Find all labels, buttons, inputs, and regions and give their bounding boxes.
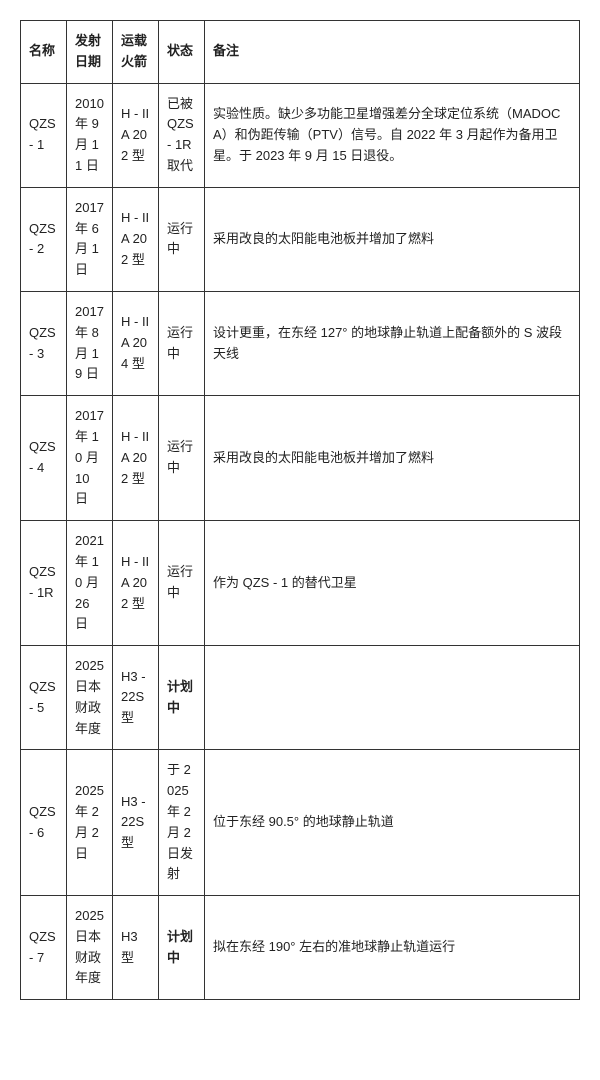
satellite-table: 名称 发射日期 运载火箭 状态 备注 QZS - 12010 年 9 月 11 … (20, 20, 580, 1000)
cell-name: QZS - 7 (21, 896, 67, 1000)
cell-rocket: H - IIA 202 型 (113, 187, 159, 291)
cell-date: 2025 日本财政年度 (67, 896, 113, 1000)
cell-status: 于 2025 年 2 月 2 日发射 (159, 750, 205, 896)
table-row: QZS - 12010 年 9 月 11 日H - IIA 202 型已被 QZ… (21, 83, 580, 187)
cell-date: 2025 日本财政年度 (67, 646, 113, 750)
cell-remark: 采用改良的太阳能电池板并增加了燃料 (205, 187, 580, 291)
col-header-status: 状态 (159, 21, 205, 84)
cell-name: QZS - 4 (21, 396, 67, 521)
cell-status: 已被 QZS - 1R 取代 (159, 83, 205, 187)
col-header-rocket: 运载火箭 (113, 21, 159, 84)
cell-remark: 拟在东经 190° 左右的准地球静止轨道运行 (205, 896, 580, 1000)
cell-date: 2010 年 9 月 11 日 (67, 83, 113, 187)
table-row: QZS - 32017 年 8 月 19 日H - IIA 204 型运行中设计… (21, 291, 580, 395)
cell-date: 2017 年 6 月 1 日 (67, 187, 113, 291)
table-body: QZS - 12010 年 9 月 11 日H - IIA 202 型已被 QZ… (21, 83, 580, 1000)
cell-status: 运行中 (159, 521, 205, 646)
cell-date: 2021 年 10 月 26 日 (67, 521, 113, 646)
cell-date: 2017 年 10 月 10 日 (67, 396, 113, 521)
cell-name: QZS - 1R (21, 521, 67, 646)
cell-name: QZS - 6 (21, 750, 67, 896)
table-row: QZS - 52025 日本财政年度H3 - 22S 型计划中 (21, 646, 580, 750)
cell-remark: 设计更重，在东经 127° 的地球静止轨道上配备额外的 S 波段天线 (205, 291, 580, 395)
cell-rocket: H3 型 (113, 896, 159, 1000)
cell-status: 运行中 (159, 187, 205, 291)
cell-name: QZS - 2 (21, 187, 67, 291)
cell-rocket: H - IIA 202 型 (113, 521, 159, 646)
cell-date: 2017 年 8 月 19 日 (67, 291, 113, 395)
table-row: QZS - 22017 年 6 月 1 日H - IIA 202 型运行中采用改… (21, 187, 580, 291)
cell-remark: 采用改良的太阳能电池板并增加了燃料 (205, 396, 580, 521)
col-header-remark: 备注 (205, 21, 580, 84)
cell-status: 计划中 (159, 646, 205, 750)
cell-rocket: H - IIA 202 型 (113, 396, 159, 521)
cell-name: QZS - 1 (21, 83, 67, 187)
cell-date: 2025 年 2 月 2 日 (67, 750, 113, 896)
col-header-name: 名称 (21, 21, 67, 84)
cell-name: QZS - 5 (21, 646, 67, 750)
cell-rocket: H3 - 22S 型 (113, 750, 159, 896)
table-header-row: 名称 发射日期 运载火箭 状态 备注 (21, 21, 580, 84)
cell-status: 运行中 (159, 291, 205, 395)
cell-rocket: H - IIA 204 型 (113, 291, 159, 395)
cell-rocket: H - IIA 202 型 (113, 83, 159, 187)
cell-name: QZS - 3 (21, 291, 67, 395)
col-header-date: 发射日期 (67, 21, 113, 84)
cell-remark: 实验性质。缺少多功能卫星增强差分全球定位系统（MADOCA）和伪距传输（PTV）… (205, 83, 580, 187)
cell-status: 计划中 (159, 896, 205, 1000)
cell-remark (205, 646, 580, 750)
cell-remark: 位于东经 90.5° 的地球静止轨道 (205, 750, 580, 896)
table-row: QZS - 72025 日本财政年度H3 型计划中拟在东经 190° 左右的准地… (21, 896, 580, 1000)
cell-rocket: H3 - 22S 型 (113, 646, 159, 750)
table-row: QZS - 62025 年 2 月 2 日H3 - 22S 型于 2025 年 … (21, 750, 580, 896)
cell-remark: 作为 QZS - 1 的替代卫星 (205, 521, 580, 646)
table-row: QZS - 42017 年 10 月 10 日H - IIA 202 型运行中采… (21, 396, 580, 521)
cell-status: 运行中 (159, 396, 205, 521)
table-row: QZS - 1R2021 年 10 月 26 日H - IIA 202 型运行中… (21, 521, 580, 646)
